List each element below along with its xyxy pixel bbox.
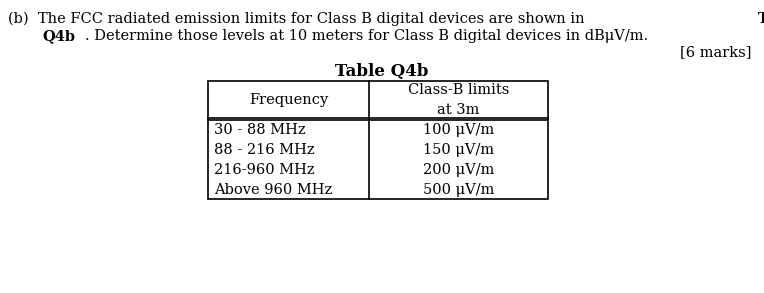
Text: Frequency: Frequency: [249, 93, 328, 107]
Text: (b)  The FCC radiated emission limits for Class B digital devices are shown in: (b) The FCC radiated emission limits for…: [8, 12, 589, 26]
Text: [6 marks]: [6 marks]: [681, 45, 752, 59]
Text: 200 μV/m: 200 μV/m: [422, 163, 494, 177]
Text: Above 960 MHz: Above 960 MHz: [214, 183, 332, 197]
Text: 30 - 88 MHz: 30 - 88 MHz: [214, 123, 306, 137]
Text: 100 μV/m: 100 μV/m: [423, 123, 494, 137]
Text: 500 μV/m: 500 μV/m: [422, 183, 494, 197]
Text: 88 - 216 MHz: 88 - 216 MHz: [214, 143, 315, 157]
Bar: [208, 81, 548, 199]
Text: Class-B limits
at 3m: Class-B limits at 3m: [408, 83, 509, 117]
Text: Q4b: Q4b: [42, 29, 75, 43]
Text: Table: Table: [758, 12, 764, 26]
Text: 150 μV/m: 150 μV/m: [423, 143, 494, 157]
Text: Table Q4b: Table Q4b: [335, 63, 429, 80]
Text: 216-960 MHz: 216-960 MHz: [214, 163, 315, 177]
Text: . Determine those levels at 10 meters for Class B digital devices in dBμV/m.: . Determine those levels at 10 meters fo…: [85, 29, 648, 43]
